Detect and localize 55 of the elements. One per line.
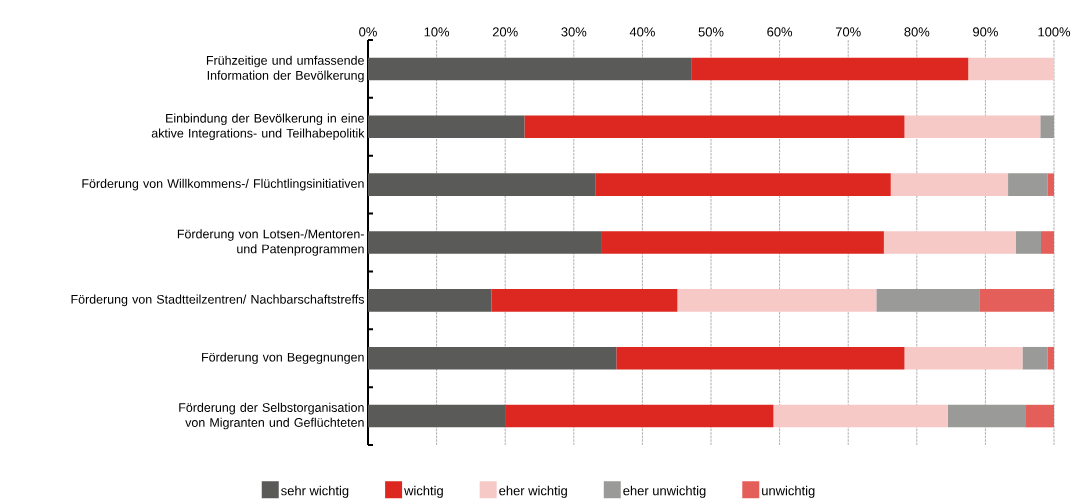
bar: [368, 115, 525, 139]
bar: [1008, 173, 1048, 196]
legend-label: eher unwichtig: [623, 485, 706, 498]
y-tick-label: Förderung von Stadtteilzentren/ Nachbarschaftstreffs: [71, 294, 365, 307]
y-tick-label: Förderung von Lotsen-/Mentoren- und Patenprogrammen: [177, 229, 364, 256]
x-tick-label: 10%: [424, 27, 450, 37]
x-tick-label: 60%: [767, 27, 793, 37]
y-tick-label: Förderung von Begegnungen: [202, 352, 364, 365]
bar: [601, 231, 884, 254]
bar: [883, 231, 1016, 254]
bar: [505, 404, 774, 428]
bar: [968, 57, 1055, 81]
bar: [616, 346, 905, 370]
bar: [1025, 404, 1055, 428]
bar: [1015, 231, 1041, 254]
bar: [1047, 173, 1055, 196]
bar: [1040, 115, 1055, 139]
legend-label: sehr wichtig: [281, 485, 349, 498]
x-tick-label: 40%: [629, 27, 655, 37]
legend-label: eher wichtig: [499, 485, 567, 498]
y-tick-label: Förderung der Selbstorganisation von Migranten und Geflüchteten: [179, 402, 364, 430]
bar: [368, 173, 596, 196]
bar: [368, 404, 506, 428]
bar: [947, 404, 1026, 428]
x-tick-label: 70%: [835, 27, 861, 37]
x-tick-label: 100%: [1038, 27, 1071, 37]
bar: [1047, 346, 1055, 370]
y-tick-label: Einbindung der Bevölkerung in eine aktive Integrations- und Teilhabepolitik: [151, 113, 365, 141]
bar: [691, 57, 969, 81]
bar: [1022, 346, 1048, 370]
x-tick-label: 20%: [492, 27, 518, 37]
bar: [1040, 231, 1055, 254]
bar: [904, 346, 1023, 370]
x-tick-label: 50%: [698, 27, 724, 37]
y-tick-label: Förderung von Willkommens-/ Flüchtlingsinitiativen: [82, 178, 364, 191]
bar: [595, 173, 891, 196]
bar: [904, 115, 1041, 139]
bar: [368, 289, 492, 312]
bar: [491, 289, 678, 312]
bar: [368, 231, 602, 254]
bar: [677, 289, 877, 312]
bar: [773, 404, 948, 428]
y-tick-label: Frühzeitige und umfassende Information der Bevölkerung: [206, 55, 364, 83]
bar: [368, 57, 692, 81]
x-tick-label: 80%: [904, 27, 930, 37]
x-tick-label: 30%: [561, 27, 587, 37]
legend-label: unwichtig: [762, 485, 815, 498]
x-tick-label: 90%: [973, 27, 998, 37]
bar: [979, 289, 1055, 312]
bar: [524, 115, 905, 139]
legend-label: wichtig: [404, 485, 443, 498]
bar: [876, 289, 980, 312]
bar: [368, 346, 617, 370]
bar: [890, 173, 1009, 196]
x-tick-label: 0%: [359, 27, 377, 37]
